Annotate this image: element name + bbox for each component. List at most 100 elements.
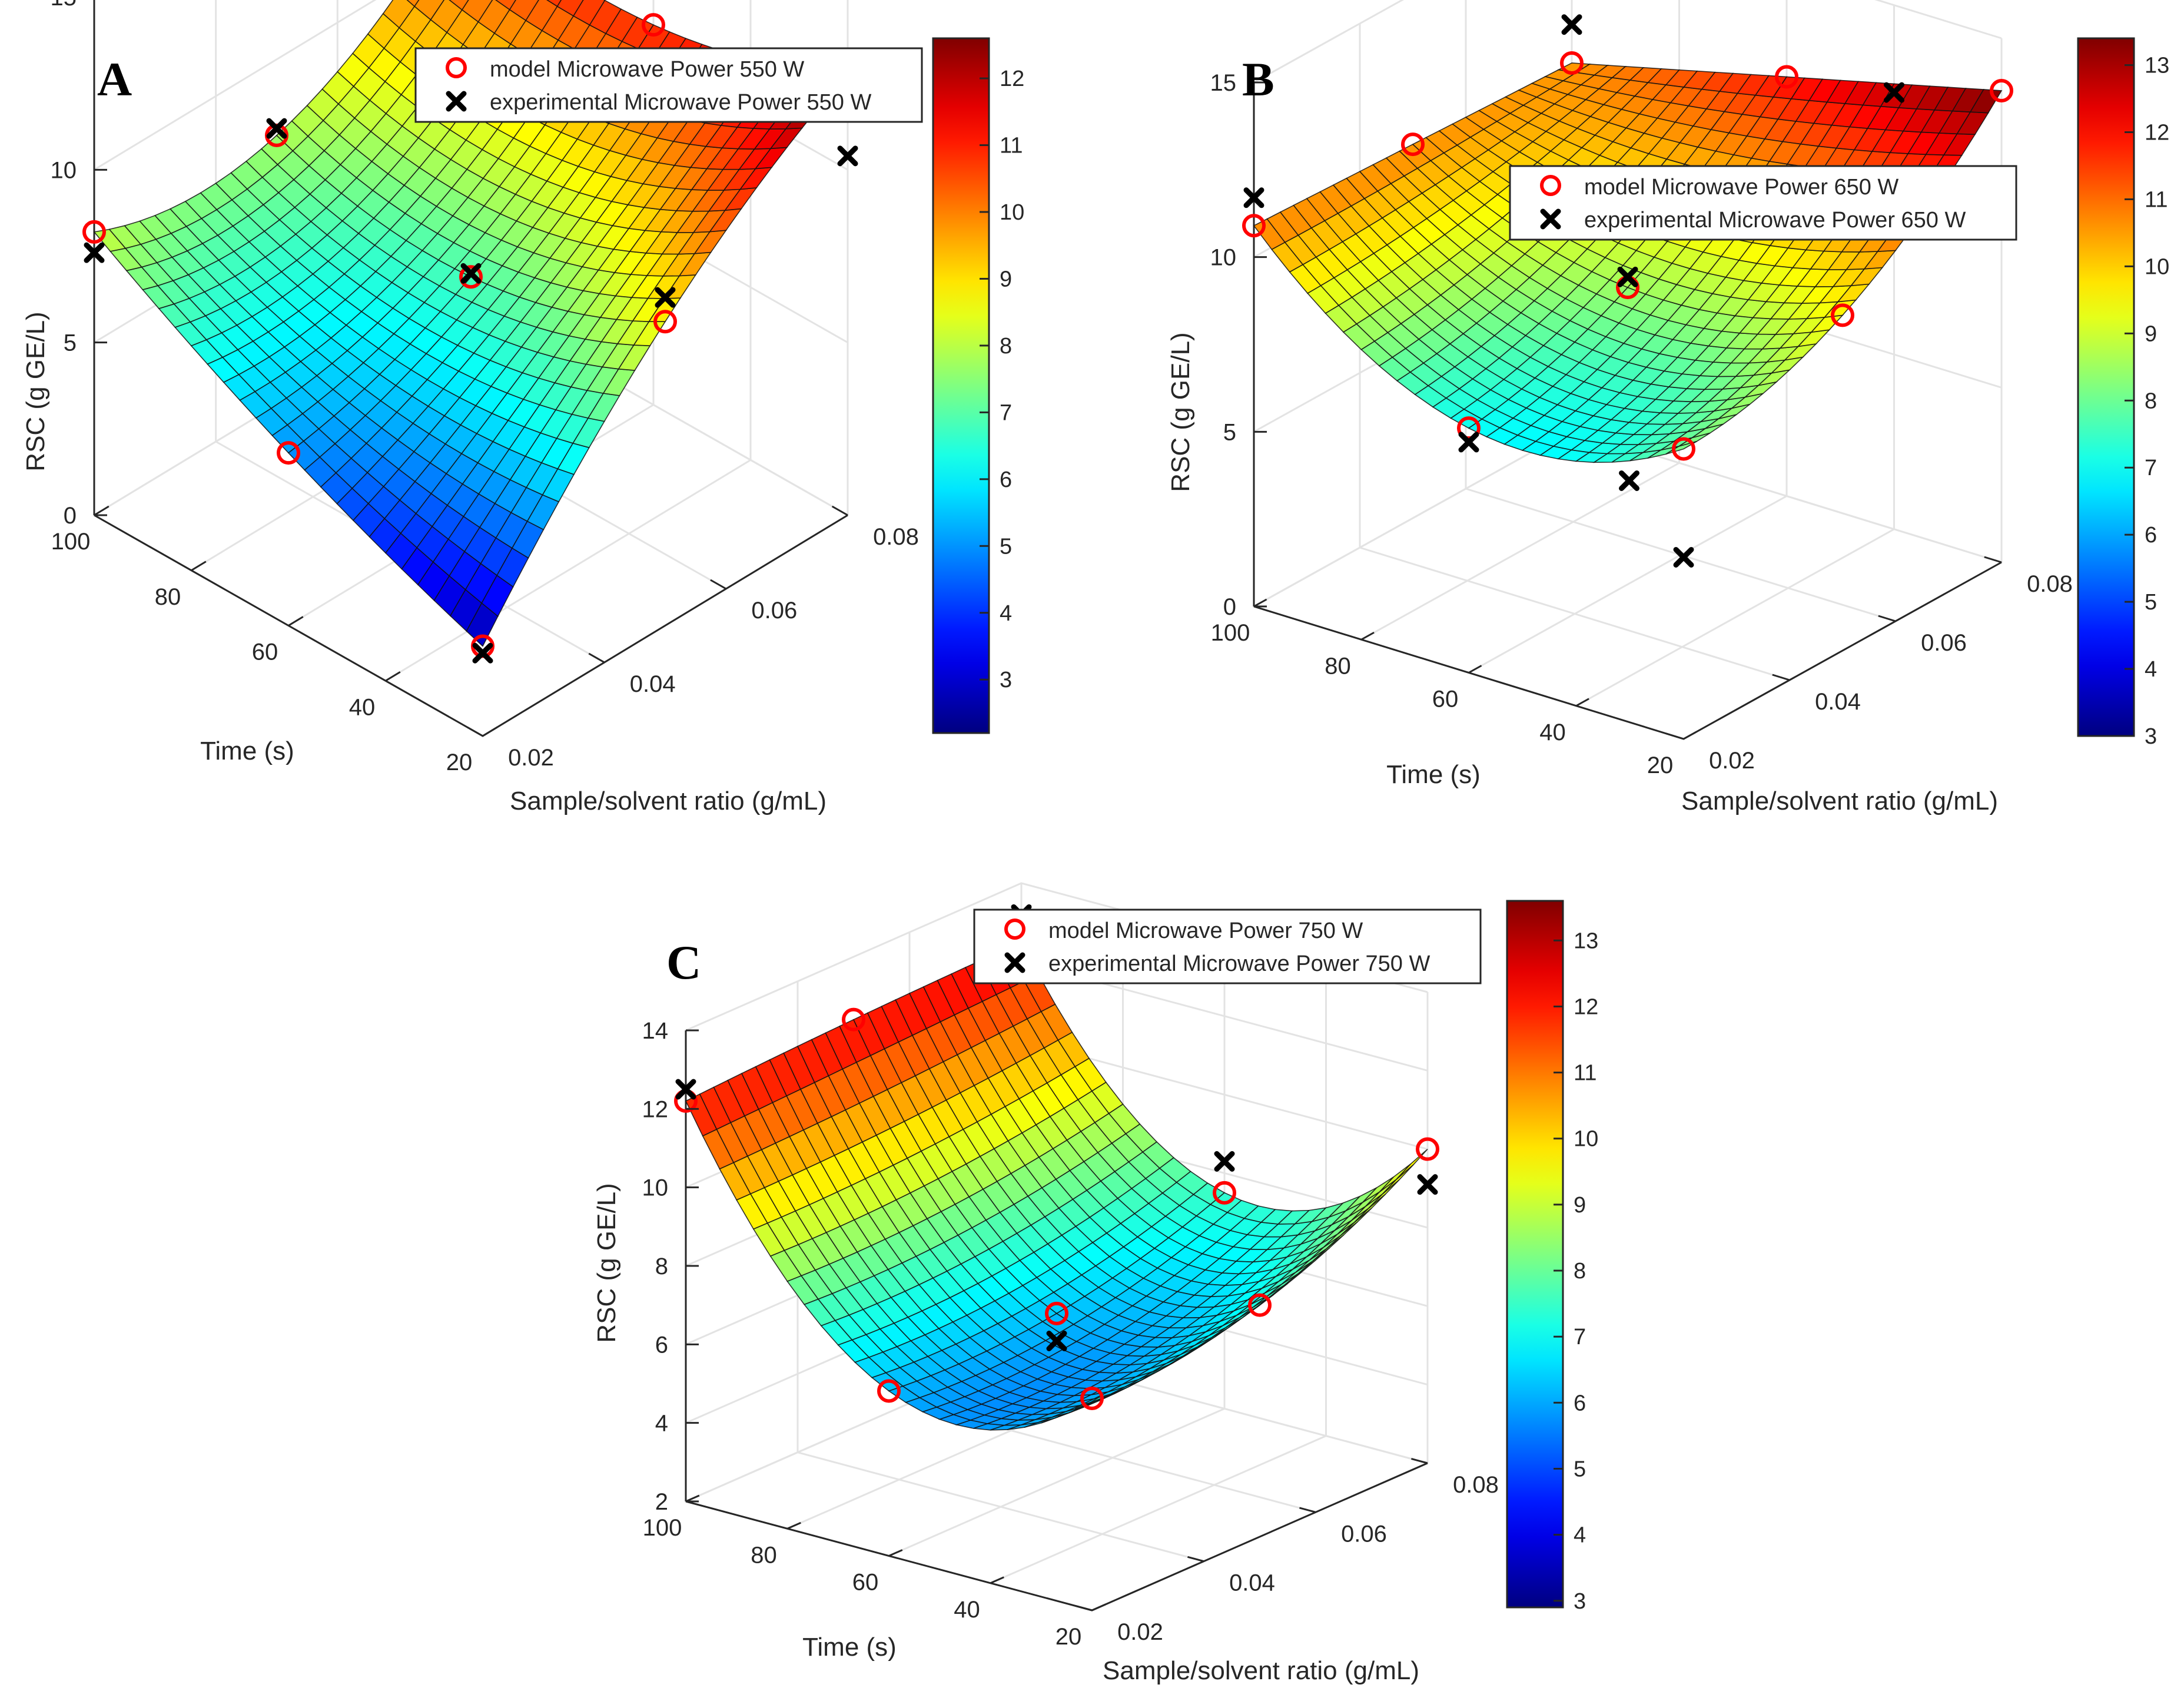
z-tick-label: 2 [655,1489,668,1515]
model-point [1045,1301,1068,1325]
experimental-point [472,642,493,664]
x-tick-mark [191,561,207,572]
surface-patch [556,0,584,17]
z-tick-label: 10 [642,1175,669,1201]
z-tick-label: 12 [642,1096,669,1122]
model-point [1831,303,1854,327]
y-tick-label: 0.08 [873,524,919,550]
x-tick-mark [786,1521,801,1530]
panel-c-tick-labels: 2 4 6 8 10 12 14 20 40 60 80 100 0.02 0.04 0.06 0.08 [642,1018,1499,1650]
colorbar-tick-label: 12 [2145,121,2169,145]
z-tick-label: 5 [1223,419,1236,445]
model-point [1416,1137,1439,1161]
panel-a-surface [93,0,849,647]
panel-a-markers [82,13,859,664]
colorbar-tick-label: 4 [2145,657,2157,682]
z-tick-label: 5 [64,330,77,356]
model-point [1672,437,1695,461]
experimental-point [460,263,482,284]
x-tick-mark [888,1549,903,1557]
colorbar-tick-label: 9 [2145,321,2157,346]
experimental-point [1214,1151,1235,1172]
x-tick-label: 60 [252,639,278,665]
model-point [842,1007,865,1032]
x-tick-mark [990,1576,1004,1584]
experimental-point [1417,1174,1438,1195]
panel-b-letter: B [1242,52,1274,106]
z-tick-label: 0 [64,503,77,529]
colorbar-tick-label: 9 [1574,1193,1586,1218]
x-tick-label: 20 [1647,752,1674,778]
surface-patch [406,0,420,7]
colorbar-tick-label: 6 [2145,523,2157,548]
panel-c-ylabel: Sample/solvent ratio (g/mL) [1103,1656,1419,1685]
colorbar-tick-label: 5 [2145,590,2157,615]
colorbar-tick-label: 13 [1574,929,1598,953]
y-tick-mark [1878,615,1896,622]
panel-a-ylabel: Sample/solvent ratio (g/mL) [510,787,827,815]
panel-b-legend-experimental-marker [1540,208,1561,230]
panel-c-legend-experimental-label: experimental Microwave Power 750 W [1048,951,1430,976]
panel-c-colorbar: 3 4 5 6 7 8 9 10 11 12 13 [1506,900,1598,1614]
colorbar-tick-label: 5 [1574,1457,1586,1481]
y-tick-label: 0.08 [2027,571,2073,597]
panel-a-legend-experimental-marker [446,91,467,112]
z-tick-label: 15 [1210,70,1237,96]
panel-c-xlabel: Time (s) [802,1633,897,1662]
experimental-point [1458,432,1479,453]
x-tick-mark [1575,698,1589,707]
x-tick-label: 100 [51,529,91,555]
experimental-point [1617,266,1638,287]
model-point [1242,214,1266,238]
y-tick-mark [831,505,848,516]
colorbar-tick-label: 8 [1000,334,1012,359]
experimental-point [1673,546,1694,568]
panel-a-legend-experimental-label: experimental Microwave Power 550 W [490,90,871,115]
x-tick-mark [385,671,401,682]
y-tick-mark [710,579,727,590]
x-tick-label: 20 [1056,1624,1082,1650]
x-tick-label: 100 [643,1515,682,1541]
model-point [1775,65,1798,89]
z-tick-label: 10 [51,157,77,183]
colorbar-tick-label: 12 [1574,994,1598,1019]
y-tick-label: 0.04 [1229,1570,1275,1596]
colorbar-tick-label: 8 [1574,1259,1586,1284]
colorbar-tick-label: 4 [1574,1523,1586,1548]
y-tick-label: 0.04 [1815,689,1861,715]
colorbar-tick-label: 11 [2145,187,2168,212]
y-tick-label: 0.02 [1117,1619,1163,1645]
panel-c-letter: C [666,936,701,989]
panel-a-legend: model Microwave Power 550 W experimental… [414,47,923,123]
experimental-point [1243,187,1264,208]
z-tick-label: 14 [642,1018,669,1044]
model-point [1990,79,2013,102]
panel-b-legend: model Microwave Power 650 W experimental… [1509,165,2017,241]
panel-b-markers [1242,14,2013,568]
colorbar-tick-label: 3 [1000,668,1012,692]
panel-a-colorbar: 3 4 5 6 7 8 9 10 11 12 [932,37,1024,734]
x-tick-label: 40 [1539,719,1566,745]
colorbar-tick-label: 7 [1574,1325,1586,1349]
colorbar-tick-label: 6 [1000,467,1012,492]
experimental-point [266,118,287,139]
x-tick-mark [1360,631,1375,641]
colorbar-scale [932,37,990,734]
y-tick-label: 0.06 [1921,630,1967,656]
colorbar-tick-label: 10 [1000,200,1024,225]
y-tick-label: 0.06 [1341,1521,1387,1547]
surface-patch [449,0,469,11]
x-tick-label: 100 [1211,620,1250,646]
panel-c-legend-model-marker [1004,919,1025,940]
panel-c-legend-model-label: model Microwave Power 750 W [1048,919,1363,943]
y-tick-mark [1411,1458,1428,1464]
panel-b-legend-model-label: model Microwave Power 650 W [1584,175,1898,200]
model-point [1213,1181,1236,1205]
model-point [459,265,483,289]
z-tick-label: 15 [51,0,77,11]
colorbar-tick-label: 3 [2145,724,2157,749]
surface-patch [1396,1149,1428,1180]
panel-c-zlabel: RSC (g GE/L) [592,1183,621,1342]
colorbar-tick-label: 11 [1000,134,1023,158]
colorbar-tick-label: 6 [1574,1391,1586,1415]
